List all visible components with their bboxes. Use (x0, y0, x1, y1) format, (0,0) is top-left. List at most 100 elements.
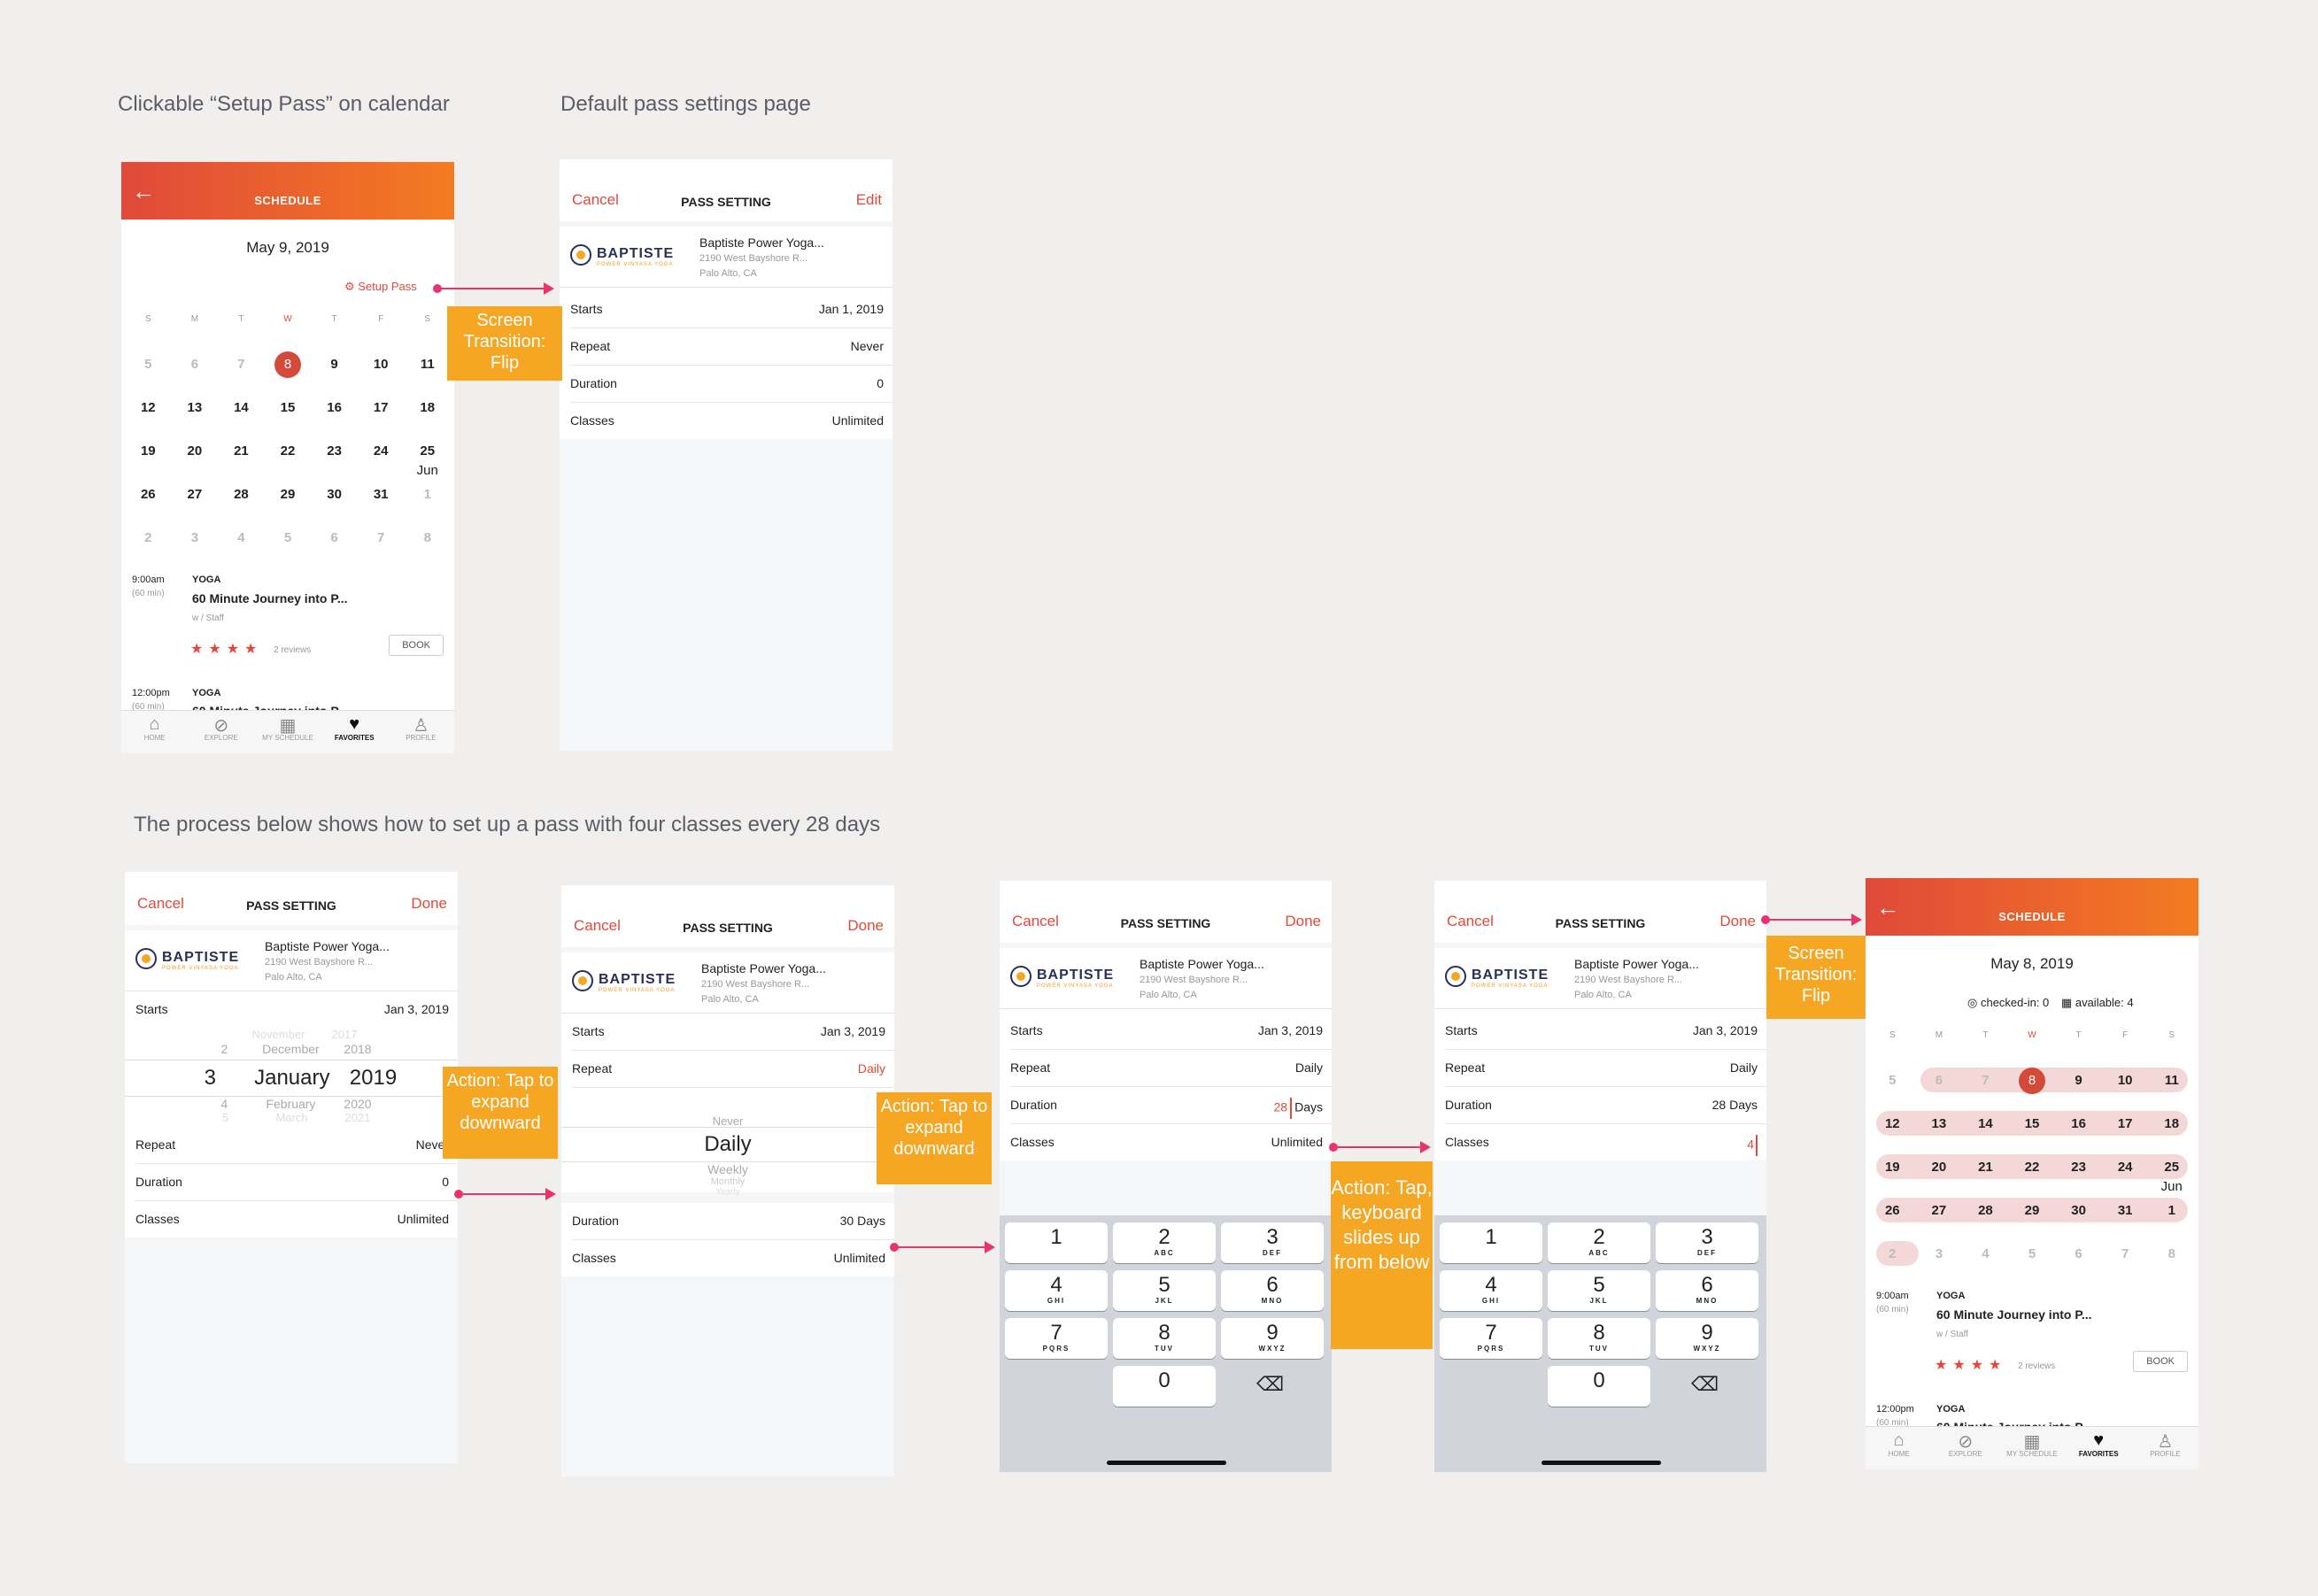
calendar-day[interactable]: 6 (1916, 1073, 1963, 1088)
tab-my-schedule[interactable]: ▦ MY SCHEDULE (1998, 1427, 2065, 1469)
back-arrow-icon[interactable]: ← (1876, 894, 1899, 921)
calendar-day[interactable]: 12 (125, 400, 172, 415)
duration-row[interactable]: Duration 0 (570, 366, 892, 403)
done-button[interactable]: Done (1285, 913, 1321, 929)
calendar-day[interactable]: 8 (265, 351, 312, 378)
calendar-day[interactable]: 2 (125, 530, 172, 545)
class-card[interactable]: 9:00am (60 min) YOGA 60 Minute Journey i… (121, 560, 454, 671)
starts-row[interactable]: Starts Jan 1, 2019 (570, 291, 892, 328)
calendar-day[interactable]: 18 (404, 400, 451, 415)
calendar-day[interactable]: 8 (2009, 1067, 2056, 1094)
calendar-day[interactable]: 8 (404, 530, 451, 545)
key-1[interactable]: 1 (1440, 1222, 1542, 1263)
key-1[interactable]: 1 (1005, 1222, 1108, 1263)
calendar-day[interactable]: 6 (311, 530, 358, 545)
classes-input[interactable]: 4 (1747, 1135, 1758, 1156)
key-3[interactable]: 3 DEF (1221, 1222, 1324, 1263)
classes-row[interactable]: Classes 4 (1445, 1124, 1766, 1160)
class-card[interactable]: 9:00am (60 min) YOGA 60 Minute Journey i… (1866, 1276, 2198, 1387)
calendar-day[interactable]: 6 (2055, 1246, 2102, 1261)
backspace-icon[interactable]: ⌫ (1691, 1373, 1719, 1395)
calendar-day[interactable]: 13 (1916, 1116, 1963, 1131)
calendar-day[interactable]: 31 (2102, 1203, 2149, 1218)
calendar-day[interactable]: 7 (2102, 1246, 2149, 1261)
repeat-row[interactable]: Repeat Never (135, 1127, 458, 1164)
tab-my-schedule[interactable]: ▦ MY SCHEDULE (254, 711, 321, 753)
calendar-day[interactable]: 2 (1869, 1246, 1916, 1261)
calendar-day[interactable]: 31 (358, 487, 405, 502)
calendar-day[interactable]: 26 (1869, 1203, 1916, 1218)
calendar-day[interactable]: 12 (1869, 1116, 1916, 1131)
calendar-day[interactable]: 11 (2148, 1073, 2195, 1088)
duration-row[interactable]: Duration 28 Days (1445, 1087, 1766, 1124)
calendar-day[interactable]: 28 (218, 487, 265, 502)
calendar-day[interactable]: 3 (1916, 1246, 1963, 1261)
duration-row[interactable]: Duration 0 (135, 1164, 458, 1201)
key-8[interactable]: 8 TUV (1548, 1318, 1650, 1359)
calendar-day[interactable]: 4 (1962, 1246, 2009, 1261)
classes-row[interactable]: Classes Unlimited (1010, 1124, 1332, 1160)
calendar-day[interactable]: 25 Jun (2148, 1160, 2195, 1194)
classes-row[interactable]: Classes Unlimited (570, 403, 892, 439)
calendar-day[interactable]: 19 (125, 443, 172, 459)
repeat-row[interactable]: Repeat Daily (1010, 1050, 1332, 1087)
key-2[interactable]: 2 ABC (1113, 1222, 1216, 1263)
calendar-day[interactable]: 18 (2148, 1116, 2195, 1131)
date-picker[interactable]: November 2017 2 December 2018 3 January 2019 … (125, 1028, 458, 1127)
calendar-day[interactable]: 28 (1962, 1203, 2009, 1218)
calendar-day[interactable]: 5 (125, 357, 172, 372)
calendar-day[interactable]: 22 (2009, 1160, 2056, 1175)
calendar-day[interactable]: 15 (2009, 1116, 2056, 1131)
repeat-row[interactable]: Repeat Daily (1445, 1050, 1766, 1087)
duration-row[interactable]: Duration 28 Days (1010, 1087, 1332, 1124)
key-9[interactable]: 9 WXYZ (1656, 1318, 1758, 1359)
calendar-day[interactable]: 4 (218, 530, 265, 545)
backspace-icon[interactable]: ⌫ (1256, 1373, 1285, 1395)
repeat-picker[interactable]: Never Daily Weekly Monthly Yearly (561, 1088, 894, 1197)
calendar-day[interactable]: 29 (265, 487, 312, 502)
calendar-day[interactable]: 11 (404, 357, 451, 372)
cancel-button[interactable]: Cancel (572, 191, 619, 208)
calendar-day[interactable]: 1 (404, 487, 451, 502)
back-arrow-icon[interactable]: ← (132, 178, 155, 204)
calendar-day[interactable]: 9 (311, 357, 358, 372)
calendar-day[interactable]: 20 (1916, 1160, 1963, 1175)
starts-row[interactable]: Starts Jan 3, 2019 (1010, 1013, 1332, 1050)
duration-row[interactable]: Duration 30 Days (572, 1203, 894, 1240)
repeat-row[interactable]: Repeat Daily (572, 1051, 894, 1088)
calendar-day[interactable]: 6 (172, 357, 219, 372)
repeat-row[interactable]: Repeat Never (570, 328, 892, 366)
starts-row[interactable]: Starts Jan 3, 2019 (1445, 1013, 1766, 1050)
starts-row[interactable]: Starts Jan 3, 2019 (135, 991, 458, 1028)
setup-pass-link[interactable]: ⚙ Setup Pass (344, 280, 417, 294)
key-4[interactable]: 4 GHI (1005, 1270, 1108, 1311)
done-button[interactable]: Done (1719, 913, 1756, 929)
key-2[interactable]: 2 ABC (1548, 1222, 1650, 1263)
calendar-day[interactable]: 21 (218, 443, 265, 459)
calendar-day[interactable]: 17 (2102, 1116, 2149, 1131)
classes-row[interactable]: Classes Unlimited (135, 1201, 458, 1237)
key-4[interactable]: 4 GHI (1440, 1270, 1542, 1311)
book-button[interactable]: BOOK (389, 635, 444, 656)
calendar-day[interactable]: 19 (1869, 1160, 1916, 1175)
tab-home[interactable]: ⌂ HOME (121, 711, 188, 753)
tab-home[interactable]: ⌂ HOME (1866, 1427, 1932, 1469)
calendar-day[interactable]: 13 (172, 400, 219, 415)
cancel-button[interactable]: Cancel (137, 895, 184, 912)
cancel-button[interactable]: Cancel (1012, 913, 1059, 929)
tab-favorites[interactable]: ♥ FAVORITES (2066, 1427, 2132, 1469)
calendar-day[interactable]: 27 (172, 487, 219, 502)
cancel-button[interactable]: Cancel (1447, 913, 1494, 929)
calendar-day[interactable]: 30 (311, 487, 358, 502)
calendar-day[interactable]: 9 (2055, 1073, 2102, 1088)
tab-explore[interactable]: ⊘ EXPLORE (188, 711, 254, 753)
key-9[interactable]: 9 WXYZ (1221, 1318, 1324, 1359)
calendar-day[interactable]: 20 (172, 443, 219, 459)
classes-row[interactable]: Classes Unlimited (572, 1240, 894, 1276)
tab-profile[interactable]: ♙ PROFILE (388, 711, 454, 753)
tab-favorites[interactable]: ♥ FAVORITES (321, 711, 388, 753)
key-7[interactable]: 7 PQRS (1005, 1318, 1108, 1359)
calendar-day[interactable]: 23 (311, 443, 358, 459)
done-button[interactable]: Done (411, 895, 447, 912)
calendar-day[interactable]: 24 (2102, 1160, 2149, 1175)
